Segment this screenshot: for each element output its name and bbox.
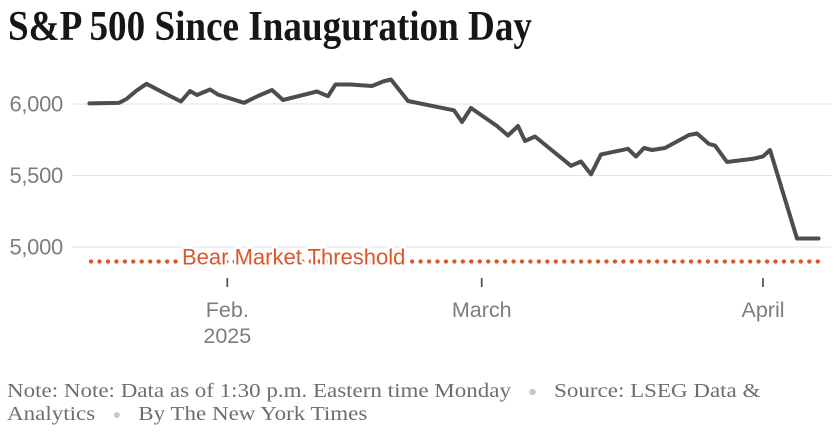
- svg-text:Feb.: Feb.: [206, 298, 249, 322]
- svg-text:6,000: 6,000: [9, 91, 63, 116]
- svg-text:5,500: 5,500: [9, 163, 63, 188]
- svg-text:March: March: [452, 298, 512, 322]
- svg-text:5,000: 5,000: [9, 234, 63, 259]
- svg-text:Bear Market Threshold: Bear Market Threshold: [182, 245, 405, 270]
- svg-text:2025: 2025: [203, 324, 251, 348]
- svg-text:April: April: [741, 298, 784, 322]
